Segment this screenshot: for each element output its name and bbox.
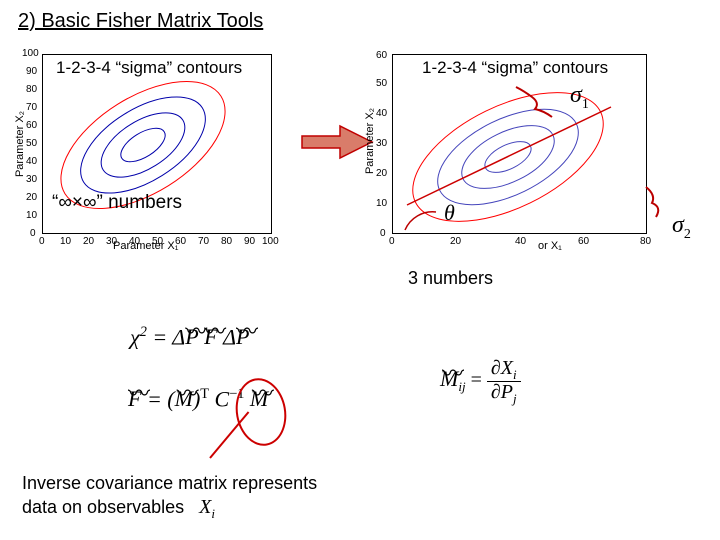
left-xtick-3: 30 — [106, 236, 117, 247]
left-xtick-5: 50 — [152, 236, 163, 247]
left-xtick-8: 80 — [221, 236, 232, 247]
left-xtick-1: 10 — [60, 236, 71, 247]
left-ytick-7: 70 — [26, 102, 37, 113]
left-ytick-6: 60 — [26, 120, 37, 131]
right-ytick-2: 20 — [376, 168, 387, 179]
left-ytick-10: 100 — [22, 48, 39, 59]
left-ytick-5: 50 — [26, 138, 37, 149]
right-ytick-0: 0 — [380, 228, 386, 239]
right-plot-xlabel: or X₁ — [538, 240, 562, 252]
sigma1-label: σ1 — [570, 82, 589, 113]
bottom-caption: Inverse covariance matrix represents dat… — [22, 472, 317, 522]
sigma1-bracket — [510, 81, 568, 127]
left-xtick-9: 90 — [244, 236, 255, 247]
left-ytick-1: 10 — [26, 210, 37, 221]
right-xtick-0: 0 — [389, 236, 395, 247]
right-contour-label: 1-2-3-4 “sigma” contours — [422, 58, 608, 78]
right-xtick-2: 40 — [515, 236, 526, 247]
left-xtick-10: 100 — [262, 236, 279, 247]
equation-M: M〰ij = ∂Xi ∂Pj — [440, 358, 640, 418]
right-ytick-1: 10 — [376, 198, 387, 209]
left-ytick-0: 0 — [30, 228, 36, 239]
left-xtick-2: 20 — [83, 236, 94, 247]
theta-label: θ — [444, 200, 455, 226]
left-plot-xlabel: Parameter X₁ — [113, 240, 178, 252]
equation-chi2: χ2 = ΔP〰 F〰 ΔP〰 — [130, 324, 390, 372]
slide-title: 2) Basic Fisher Matrix Tools — [18, 10, 263, 33]
right-ytick-5: 50 — [376, 78, 387, 89]
right-ytick-4: 40 — [376, 108, 387, 119]
sigma2-label: σ2 — [672, 212, 691, 243]
left-xtick-4: 40 — [129, 236, 140, 247]
left-ytick-9: 90 — [26, 66, 37, 77]
left-ytick-4: 40 — [26, 156, 37, 167]
right-xtick-4: 80 — [640, 236, 651, 247]
right-xtick-3: 60 — [578, 236, 589, 247]
transform-arrow — [300, 124, 374, 160]
left-ytick-2: 20 — [26, 192, 37, 203]
left-ytick-3: 30 — [26, 174, 37, 185]
right-ytick-6: 60 — [376, 50, 387, 61]
right-ytick-3: 30 — [376, 138, 387, 149]
left-contour-label: 1-2-3-4 “sigma” contours — [56, 58, 242, 78]
left-plot-ylabel: Parameter X₂ — [14, 111, 26, 177]
three-numbers-label: 3 numbers — [408, 268, 493, 289]
left-xtick-7: 70 — [198, 236, 209, 247]
bottom-line-2: data on observables Xi — [22, 495, 317, 522]
left-ytick-8: 80 — [26, 84, 37, 95]
left-xtick-0: 0 — [39, 236, 45, 247]
left-xtick-6: 60 — [175, 236, 186, 247]
bottom-line-1: Inverse covariance matrix represents — [22, 472, 317, 495]
right-plot-ylabel: Parameter X₂ — [364, 108, 376, 174]
inf-numbers-label: “∞×∞” numbers — [52, 192, 182, 214]
